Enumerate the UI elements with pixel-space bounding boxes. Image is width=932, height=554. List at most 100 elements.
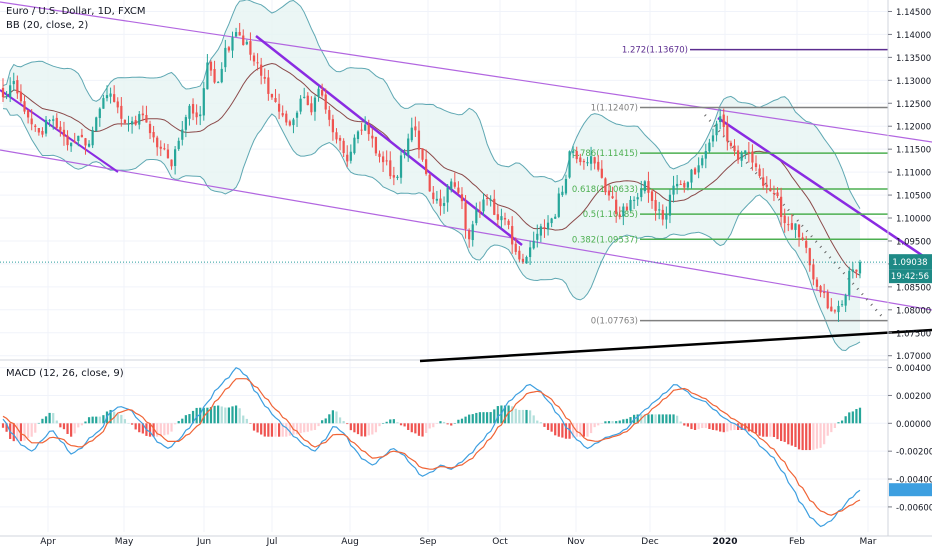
macd-histogram-bar (801, 423, 804, 451)
candle-body (392, 175, 395, 178)
macd-histogram-bar (260, 423, 263, 435)
macd-histogram-bar (30, 423, 33, 437)
macd-histogram-bar (231, 406, 234, 424)
trendline-dec-feb (717, 116, 932, 264)
macd-histogram-bar (672, 414, 675, 424)
candle-body (464, 202, 467, 229)
trendline-apr (0, 89, 119, 173)
candle-body (77, 135, 80, 141)
macd-histogram-bar (195, 407, 198, 424)
candle-body (636, 197, 639, 200)
macd-histogram-bar (184, 415, 187, 424)
candle-body (156, 137, 159, 148)
macd-histogram-bar (134, 423, 137, 430)
macd-histogram-bar (19, 423, 23, 442)
macd-histogram-bar (769, 423, 772, 437)
macd-histogram-bar (209, 407, 213, 424)
price-tick-label: 1.11500 (896, 146, 931, 156)
macd-histogram-bar (722, 423, 725, 433)
candle-body (159, 146, 162, 149)
macd-histogram-bar (87, 417, 91, 424)
macd-histogram-bar (1, 423, 5, 428)
candle-body (855, 269, 858, 272)
bb-lower-band (2, 108, 861, 352)
candle-body (292, 119, 295, 126)
candle-body (313, 97, 317, 112)
candle-body (794, 223, 797, 230)
macd-histogram-bar (109, 409, 112, 424)
macd-histogram-bar (615, 421, 618, 424)
macd-histogram-bar (539, 422, 542, 424)
macd-histogram-bar (611, 421, 614, 424)
macd-histogram-bar (851, 411, 854, 424)
candle-body (493, 198, 496, 215)
macd-histogram-bar (371, 423, 374, 435)
macd-histogram-bar (410, 423, 413, 433)
macd-tick-label: 0.00200 (896, 392, 931, 402)
candle-body (812, 264, 815, 280)
macd-histogram-bar (830, 423, 833, 433)
candle-body (346, 154, 349, 162)
macd-histogram-bar (837, 422, 840, 424)
macd-histogram-bar (758, 423, 761, 436)
candle-body (403, 153, 406, 155)
candle-body (572, 151, 575, 153)
candle-body (625, 206, 629, 211)
macd-histogram-bar (787, 423, 790, 445)
candle-body (73, 141, 76, 143)
macd-histogram-bar (683, 423, 686, 426)
macd-histogram-bar (740, 423, 743, 430)
macd-histogram-bar (206, 407, 209, 424)
macd-histogram-bar (442, 421, 446, 424)
candle-body (661, 209, 664, 220)
macd-histogram-bar (762, 423, 765, 437)
macd-histogram-bar (676, 415, 679, 424)
macd-histogram-bar (62, 423, 66, 430)
candle-body (385, 160, 388, 162)
macd-histogram-bar (428, 423, 431, 429)
candle-body (683, 182, 686, 188)
macd-histogram-bar (414, 423, 417, 434)
candle-body (593, 157, 596, 164)
candle-body (389, 160, 392, 177)
candle-body (729, 142, 733, 146)
macd-histogram-bar (425, 423, 428, 433)
candle-body (676, 183, 679, 187)
macd-histogram-bar (575, 423, 578, 437)
macd-histogram-bar (794, 423, 797, 447)
macd-histogram-bar (432, 423, 435, 428)
macd-histogram-bar (367, 423, 370, 436)
macd-histogram-bar (59, 423, 62, 428)
macd-histogram-bar (439, 421, 442, 424)
price-tick-label: 1.07500 (896, 329, 931, 339)
time-tick-label: May (115, 537, 134, 547)
macd-histogram-bar (392, 419, 395, 424)
candle-body (321, 90, 324, 96)
macd-histogram-bar (55, 420, 58, 424)
macd-histogram-bar (478, 412, 482, 424)
macd-histogram-bar (360, 423, 363, 437)
candle-body (109, 93, 112, 97)
macd-histogram-bar (403, 423, 406, 427)
price-tick-label: 1.13000 (896, 77, 931, 87)
candle-body (295, 112, 299, 118)
macd-histogram-bar (507, 405, 510, 424)
time-tick-label: Feb (789, 537, 805, 547)
fib-label: 0.5(1.10085) (583, 210, 638, 220)
macd-histogram-bar (188, 414, 191, 424)
macd-histogram-bar (199, 407, 202, 424)
candle-body (299, 98, 302, 112)
macd-histogram-bar (819, 423, 822, 448)
candle-body (324, 94, 327, 110)
macd-histogram-bar (701, 423, 704, 428)
macd-histogram-bar (335, 411, 338, 424)
candle-body (460, 194, 464, 202)
macd-histogram-bar (815, 423, 819, 449)
macd-histogram-bar (295, 423, 299, 435)
candle-body (650, 191, 654, 201)
candle-body (195, 112, 198, 118)
candle-body (9, 85, 12, 97)
price-tick-label: 1.08000 (896, 306, 931, 316)
candle-body (127, 123, 130, 125)
